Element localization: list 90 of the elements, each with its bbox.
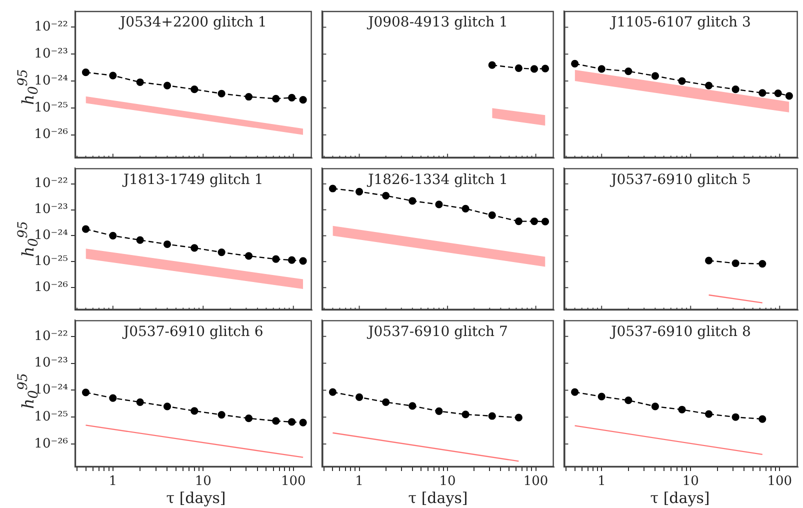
point: [678, 77, 686, 85]
point: [109, 232, 117, 240]
point: [435, 407, 443, 415]
x-tick-label: 100: [523, 474, 548, 490]
point: [136, 398, 144, 406]
point: [758, 415, 766, 423]
x-tick-label: 10: [194, 474, 212, 490]
y-tick-label: 10⁻²⁴: [34, 73, 68, 88]
point: [678, 406, 686, 414]
x-tick-label: 1: [108, 474, 118, 490]
point: [244, 414, 253, 422]
point: [488, 211, 496, 219]
point: [190, 407, 198, 415]
point: [408, 402, 416, 410]
point: [624, 396, 632, 404]
point: [272, 255, 280, 263]
point: [651, 402, 659, 410]
point: [355, 393, 364, 401]
chart-title: J0537-6910 glitch 7: [366, 324, 508, 340]
x-axis-title: τ [days]: [407, 489, 469, 507]
y-tick-label: 10⁻²⁵: [34, 100, 68, 116]
chart-title: J0537-6910 glitch 5: [609, 172, 751, 188]
point: [571, 60, 579, 68]
chart-title: J1813-1749 glitch 1: [121, 172, 264, 188]
point: [732, 86, 740, 94]
point: [328, 184, 337, 192]
point: [514, 217, 522, 226]
point: [82, 225, 90, 233]
chart-title: J0537-6910 glitch 6: [121, 324, 264, 340]
point: [571, 388, 579, 396]
point: [163, 240, 172, 248]
point: [732, 413, 740, 421]
point: [598, 392, 606, 400]
point: [244, 252, 253, 260]
point: [382, 398, 390, 406]
point: [190, 244, 198, 252]
point: [382, 192, 390, 200]
x-axis-title: τ [days]: [649, 489, 711, 507]
point: [109, 394, 117, 402]
point: [272, 94, 280, 103]
point: [109, 72, 117, 80]
y-tick-label: 10⁻²⁵: [34, 409, 68, 424]
point: [408, 197, 416, 205]
point: [624, 67, 632, 76]
point: [272, 417, 280, 425]
chart-title: J0537-6910 glitch 8: [609, 324, 751, 340]
point: [218, 248, 226, 256]
point: [598, 65, 606, 73]
point: [328, 388, 337, 396]
point: [758, 89, 766, 97]
point: [218, 90, 226, 98]
y-tick-label: 10⁻²⁶: [34, 436, 68, 452]
point: [462, 410, 470, 418]
x-tick-label: 1: [355, 474, 364, 490]
point: [163, 402, 172, 410]
x-tick-label: 100: [280, 474, 306, 490]
y-tick-label: 10⁻²⁶: [34, 280, 68, 296]
y-tick-label: 10⁻²²: [34, 328, 68, 344]
chart-title: J1826-1334 glitch 1: [366, 172, 508, 188]
point: [355, 188, 364, 196]
point: [488, 412, 496, 420]
point: [704, 410, 713, 418]
y-tick-label: 10⁻²³: [34, 356, 68, 371]
point: [218, 410, 226, 419]
y-tick-label: 10⁻²³: [34, 46, 68, 62]
chart-title: J0534+2200 glitch 1: [118, 14, 267, 31]
point: [82, 68, 90, 76]
y-tick-label: 10⁻²²: [34, 20, 68, 35]
point: [435, 200, 443, 208]
y-tick-label: 10⁻²⁶: [34, 127, 68, 142]
chart-title: J0908-4913 glitch 1: [366, 14, 508, 31]
y-tick-label: 10⁻²²: [34, 176, 68, 192]
point: [651, 72, 659, 80]
point: [190, 86, 198, 94]
point: [462, 204, 470, 213]
chart-title: J1105-6107 glitch 3: [609, 14, 751, 31]
point: [514, 414, 522, 422]
x-axis-title: τ [days]: [165, 489, 227, 507]
x-tick-label: 10: [439, 474, 456, 490]
point: [136, 78, 144, 86]
x-tick-label: 1: [597, 474, 606, 490]
point: [136, 236, 144, 244]
point: [244, 92, 253, 101]
point: [704, 82, 713, 90]
point: [82, 388, 90, 396]
x-tick-label: 10: [682, 474, 699, 490]
point: [163, 82, 172, 90]
x-tick-label: 100: [767, 474, 792, 490]
y-tick-label: 10⁻²⁵: [34, 254, 68, 270]
y-tick-label: 10⁻²³: [34, 202, 68, 218]
